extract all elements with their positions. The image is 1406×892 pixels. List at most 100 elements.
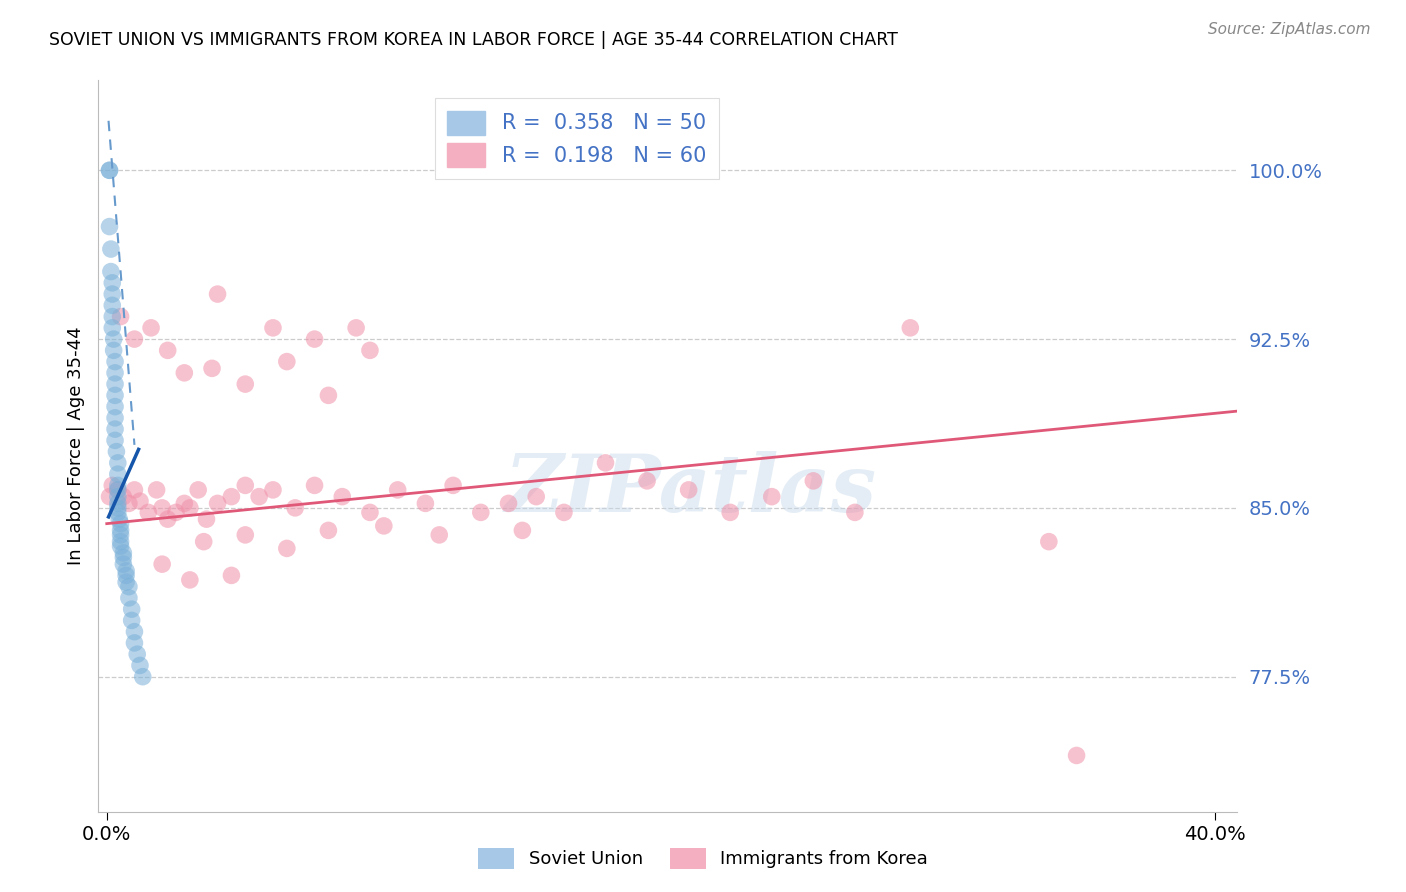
- Point: [801, 474, 824, 488]
- Point: [107, 490, 129, 504]
- Point: [233, 377, 256, 392]
- Point: [173, 496, 195, 510]
- Point: [304, 478, 326, 492]
- Point: [387, 483, 409, 497]
- Point: [104, 400, 127, 414]
- Point: [107, 456, 129, 470]
- Point: [121, 614, 143, 628]
- Point: [118, 496, 141, 510]
- Point: [98, 219, 121, 234]
- Point: [187, 483, 209, 497]
- Point: [110, 310, 132, 324]
- Point: [103, 332, 125, 346]
- Point: [101, 287, 124, 301]
- Point: [233, 528, 256, 542]
- Point: [110, 534, 132, 549]
- Point: [304, 332, 326, 346]
- Point: [139, 321, 162, 335]
- Point: [115, 575, 138, 590]
- Point: [118, 591, 141, 605]
- Point: [233, 478, 256, 492]
- Point: [104, 388, 127, 402]
- Point: [207, 496, 229, 510]
- Point: [207, 287, 229, 301]
- Point: [262, 483, 284, 497]
- Point: [221, 568, 243, 582]
- Point: [415, 496, 437, 510]
- Point: [898, 321, 921, 335]
- Point: [318, 524, 340, 538]
- Point: [276, 541, 298, 556]
- Point: [110, 516, 132, 531]
- Point: [179, 500, 201, 515]
- Point: [193, 534, 215, 549]
- Legend: Soviet Union, Immigrants from Korea: Soviet Union, Immigrants from Korea: [471, 840, 935, 876]
- Point: [101, 298, 124, 312]
- Point: [98, 163, 121, 178]
- Point: [124, 332, 146, 346]
- Point: [100, 242, 122, 256]
- Point: [107, 483, 129, 497]
- Point: [276, 354, 298, 368]
- Point: [110, 528, 132, 542]
- Point: [132, 670, 155, 684]
- Point: [359, 343, 381, 358]
- Point: [636, 474, 658, 488]
- Point: [284, 500, 307, 515]
- Point: [107, 496, 129, 510]
- Point: [98, 490, 121, 504]
- Point: [108, 512, 131, 526]
- Point: [427, 528, 450, 542]
- Point: [247, 490, 270, 504]
- Point: [104, 434, 127, 448]
- Point: [112, 557, 135, 571]
- Point: [101, 478, 124, 492]
- Point: [470, 505, 492, 519]
- Point: [165, 505, 187, 519]
- Point: [318, 388, 340, 402]
- Point: [441, 478, 464, 492]
- Point: [104, 366, 127, 380]
- Point: [105, 444, 128, 458]
- Point: [129, 494, 152, 508]
- Point: [112, 546, 135, 560]
- Text: Source: ZipAtlas.com: Source: ZipAtlas.com: [1208, 22, 1371, 37]
- Point: [104, 377, 127, 392]
- Point: [112, 550, 135, 565]
- Point: [844, 505, 866, 519]
- Point: [156, 512, 179, 526]
- Point: [107, 500, 129, 515]
- Point: [718, 505, 741, 519]
- Point: [107, 478, 129, 492]
- Point: [115, 564, 138, 578]
- Point: [103, 343, 125, 358]
- Point: [121, 602, 143, 616]
- Point: [195, 512, 218, 526]
- Point: [359, 505, 381, 519]
- Point: [136, 505, 159, 519]
- Point: [678, 483, 700, 497]
- Point: [150, 500, 173, 515]
- Point: [124, 624, 146, 639]
- Point: [595, 456, 617, 470]
- Point: [104, 422, 127, 436]
- Point: [221, 490, 243, 504]
- Point: [373, 519, 395, 533]
- Point: [127, 647, 149, 661]
- Point: [100, 264, 122, 278]
- Point: [179, 573, 201, 587]
- Point: [110, 524, 132, 538]
- Point: [124, 483, 146, 497]
- Point: [524, 490, 547, 504]
- Point: [156, 343, 179, 358]
- Point: [145, 483, 167, 497]
- Point: [107, 467, 129, 482]
- Point: [115, 568, 138, 582]
- Point: [101, 276, 124, 290]
- Point: [98, 163, 121, 178]
- Text: SOVIET UNION VS IMMIGRANTS FROM KOREA IN LABOR FORCE | AGE 35-44 CORRELATION CHA: SOVIET UNION VS IMMIGRANTS FROM KOREA IN…: [49, 31, 898, 49]
- Point: [101, 310, 124, 324]
- Legend: R =  0.358   N = 50, R =  0.198   N = 60: R = 0.358 N = 50, R = 0.198 N = 60: [434, 98, 718, 179]
- Point: [1038, 534, 1060, 549]
- Y-axis label: In Labor Force | Age 35-44: In Labor Force | Age 35-44: [66, 326, 84, 566]
